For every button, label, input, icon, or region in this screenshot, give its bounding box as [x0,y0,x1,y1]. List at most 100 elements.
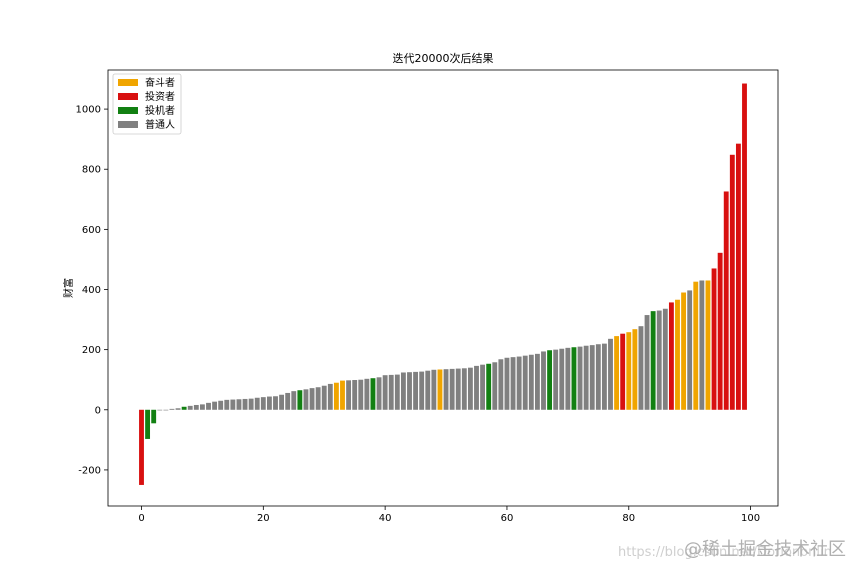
legend-label-striver: 奋斗者 [145,76,175,89]
bar-ordinary [327,383,333,410]
y-tick-label: 1000 [76,105,101,116]
bar-ordinary [230,399,236,410]
bar-ordinary [699,280,705,410]
bar-striver [705,280,711,410]
bar-striver [675,299,680,410]
x-tick-label: 20 [257,513,270,524]
bar-speculator [181,406,187,410]
bar-speculator [370,378,376,410]
x-axis: 0 20 40 60 80 100 [138,506,760,524]
bars-layer [139,83,747,485]
bar-ordinary [431,369,437,410]
bar-ordinary [266,396,272,410]
bar-ordinary [346,380,352,410]
plot-frame [107,69,779,507]
bar-ordinary [303,389,309,410]
bar-ordinary [656,310,662,410]
bar-ordinary [242,398,248,410]
bar-striver [681,292,687,410]
bar-ordinary [260,397,266,410]
bar-ordinary [309,388,315,410]
bar-striver [614,336,620,410]
bar-ordinary [218,400,224,410]
bar-ordinary [157,409,163,411]
legend-box [112,73,182,135]
bar-speculator [547,350,553,410]
bar-ordinary [254,397,260,410]
x-tick-label: 40 [379,513,392,524]
bar-ordinary [206,402,211,410]
bar-striver [632,329,638,410]
bar-ordinary [583,345,589,410]
bar-ordinary [248,398,254,410]
bar-ordinary [358,379,364,410]
legend-swatch-investor [118,93,138,100]
bar-ordinary [425,370,431,410]
bar-ordinary [291,391,297,410]
bar-investor [717,252,723,410]
bar-ordinary [449,368,455,410]
bar-ordinary [413,371,419,410]
bar-ordinary [474,365,479,410]
y-axis-label: 财富 [62,278,75,298]
bar-ordinary [279,394,285,410]
bar-ordinary [163,409,169,411]
bar-ordinary [467,367,473,410]
bar-ordinary [273,396,278,410]
bar-investor [723,191,729,410]
bar-speculator [571,347,577,410]
bar-investor [742,83,747,410]
bar-ordinary [199,404,205,410]
bar-ordinary [553,349,559,410]
bar-speculator [650,311,656,410]
bar-ordinary [169,408,175,410]
bar-striver [693,281,699,410]
bar-investor [711,268,717,410]
legend-swatch-ordinary [118,121,138,128]
watermark-label: @稀土掘金技术社区 [684,539,846,560]
bar-speculator [145,409,151,439]
y-tick-label: 0 [95,405,101,416]
chart-title: 迭代20000次后结果 [393,51,494,65]
y-tick-label: 400 [82,285,101,296]
bar-ordinary [638,326,644,410]
bar-ordinary [315,387,321,410]
bar-investor [735,143,741,410]
bar-ordinary [541,351,546,410]
y-tick-label: -200 [78,465,101,476]
bar-ordinary [662,308,668,410]
bar-ordinary [504,357,510,410]
bar-ordinary [461,368,467,410]
legend-swatch-speculator [118,107,138,114]
bar-ordinary [492,362,498,410]
bar-speculator [486,363,492,410]
bar-ordinary [388,374,394,410]
bar-ordinary [595,344,601,410]
watermark-url: https://blog.csdn.net/Doriononlin [618,545,832,560]
legend-label-investor: 投资者 [145,90,175,103]
bar-ordinary [187,405,193,410]
bar-ordinary [352,380,358,410]
legend-label-speculator: 投机者 [145,104,175,117]
bar-investor [139,409,144,485]
x-tick-label: 80 [622,513,635,524]
bar-ordinary [443,369,449,410]
legend-swatch-striver [118,79,138,86]
x-tick-label: 0 [138,513,144,524]
bar-striver [340,380,345,410]
bar-ordinary [510,357,516,410]
bar-ordinary [522,355,528,410]
bar-ordinary [236,399,242,410]
bar-ordinary [534,353,540,410]
bar-ordinary [528,354,534,410]
bar-ordinary [321,385,327,410]
bar-ordinary [407,372,412,410]
bar-ordinary [382,375,388,410]
bar-ordinary [364,378,370,410]
bar-speculator [151,409,157,424]
y-axis: -200 0 200 400 600 800 1000 [76,105,108,476]
bar-ordinary [400,372,406,410]
bar-ordinary [608,338,613,410]
